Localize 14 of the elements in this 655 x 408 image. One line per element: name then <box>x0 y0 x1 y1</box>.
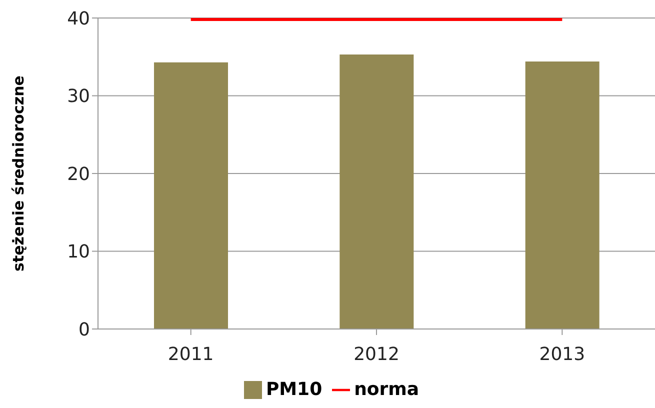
y-tick-label: 40 <box>67 8 90 30</box>
y-tick-label: 0 <box>78 319 90 340</box>
bar <box>340 54 414 329</box>
bar <box>525 62 600 329</box>
x-tick-label: 2011 <box>168 344 214 365</box>
legend-label: PM10 <box>266 379 322 400</box>
y-tick-label: 20 <box>67 164 90 185</box>
y-tick-label: 30 <box>67 86 90 108</box>
x-tick-label: 2012 <box>354 344 400 365</box>
y-tick-label: 10 <box>67 242 90 263</box>
y-axis-title: stężenie średnioroczne <box>9 76 28 272</box>
x-tick-label: 2013 <box>539 344 586 365</box>
bar <box>154 62 228 329</box>
legend-label: norma <box>354 379 420 400</box>
